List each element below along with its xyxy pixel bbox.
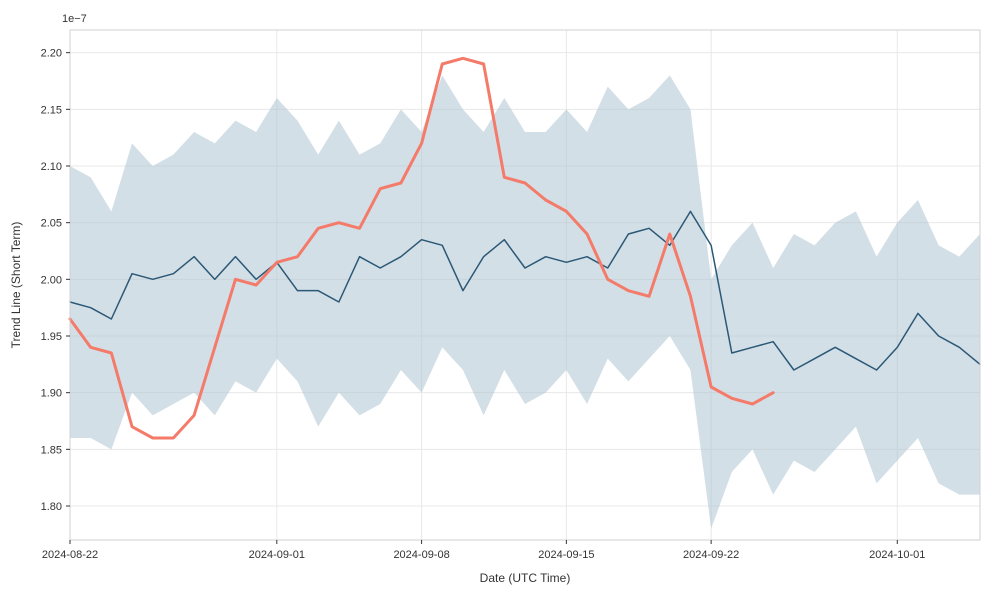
y-tick-label: 1.80 bbox=[41, 501, 62, 513]
trend-chart: 1.80 1.85 1.90 1.95 2.00 2.05 2.10 2.15 2.20 2024… bbox=[0, 0, 1000, 600]
y-tick-label: 2.20 bbox=[41, 48, 62, 60]
x-tick-label: 2024-09-15 bbox=[538, 549, 594, 561]
x-tick-label: 2024-08-22 bbox=[42, 549, 98, 561]
y-tick-label: 1.95 bbox=[41, 331, 62, 343]
x-tick-label: 2024-09-01 bbox=[249, 549, 305, 561]
y-tick-label: 2.05 bbox=[41, 218, 62, 230]
y-tick-label: 2.10 bbox=[41, 161, 62, 173]
x-tick-label: 2024-10-01 bbox=[869, 549, 925, 561]
x-axis-label: Date (UTC Time) bbox=[480, 571, 571, 585]
x-tick-label: 2024-09-08 bbox=[393, 549, 449, 561]
y-tick-label: 1.85 bbox=[41, 444, 62, 456]
y-exponent-label: 1e−7 bbox=[62, 13, 87, 25]
y-axis-label: Trend Line (Short Term) bbox=[9, 222, 23, 349]
x-tick-label: 2024-09-22 bbox=[683, 549, 739, 561]
y-tick-label: 2.15 bbox=[41, 104, 62, 116]
y-tick-label: 2.00 bbox=[41, 274, 62, 286]
chart-container: 1.80 1.85 1.90 1.95 2.00 2.05 2.10 2.15 2.20 2024… bbox=[0, 0, 1000, 600]
y-tick-label: 1.90 bbox=[41, 388, 62, 400]
